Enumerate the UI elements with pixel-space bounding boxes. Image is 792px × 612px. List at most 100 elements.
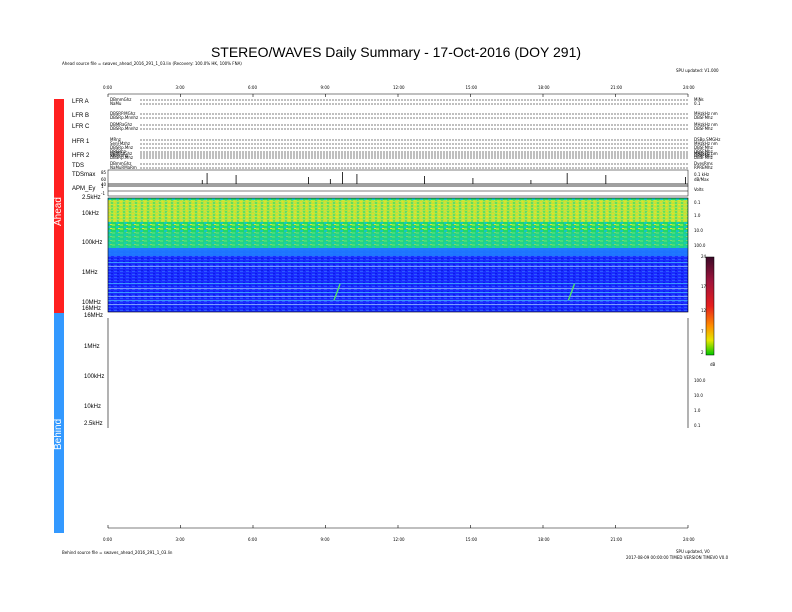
spectral-band-line-4 <box>108 292 688 293</box>
row-0-left-0: DBmmGhz <box>110 97 132 102</box>
row-1-left-0: DBSRP.MGhz <box>110 111 136 116</box>
top-time-tick-5: 15:00 <box>465 85 478 90</box>
bottom-time-tick-4: 12:00 <box>393 537 405 542</box>
type-iii-burst-1 <box>567 283 576 301</box>
bottom-time-tick-8: 24:00 <box>683 537 695 542</box>
behind-right-tick-1: 1.0 <box>694 408 701 413</box>
row-2-right-0: MHzkHz nm <box>694 122 718 127</box>
bottom-time-tick-6: 18:00 <box>538 537 550 542</box>
row-label-4: HFR 2 <box>72 153 90 159</box>
spectral-band-line-3 <box>108 288 688 289</box>
row-1-right-1: DBSFMhz <box>694 115 713 120</box>
top-time-tick-0: 0:00 <box>103 85 112 90</box>
row-label-5: TDS <box>72 163 84 169</box>
row-label-3: HFR 1 <box>72 139 90 145</box>
apm-tick-1: -1 <box>101 191 105 196</box>
spectral-band-line-6 <box>108 300 688 301</box>
row-5-left-0: DBmmGhz <box>110 161 132 166</box>
row-4-right-1: DBSFMhz <box>694 155 713 160</box>
tdsmax-tick-2: 40 <box>101 182 107 187</box>
ahead-source-file: Ahead source file = swaves_ahead_2016_29… <box>62 61 242 66</box>
row-5-right-1: RPREMhz <box>694 165 713 170</box>
tdsmax-tick-1: 60 <box>101 177 107 182</box>
behind-right-tick-2: 10.0 <box>694 393 703 398</box>
row-0-right-1: 0.1 <box>694 101 701 106</box>
row-3-left-4: SRmmhz <box>110 153 128 158</box>
behind-freq-tick-1: 1MHz <box>84 344 100 350</box>
apm-label: APM_Ey <box>72 186 96 192</box>
freq-tick-2: 100kHz <box>82 240 103 246</box>
top-time-tick-3: 9:00 <box>320 85 330 90</box>
row-0-left-1: NaMu <box>110 101 122 106</box>
row-5-right-0: DvesRms <box>694 161 713 166</box>
tdsmax-tick-0: 85 <box>101 170 107 175</box>
tdsmax-right-0: 0.1 kHz <box>694 172 710 177</box>
bottom-time-tick-0: 0:00 <box>103 537 112 542</box>
freq-tick-1: 10kHz <box>82 211 100 217</box>
spectral-band-line-7 <box>108 304 688 305</box>
row-4-left-0: DBMRaGhz <box>110 151 133 156</box>
top-time-tick-1: 3:00 <box>175 85 185 90</box>
freq-tick-4: 10MHz <box>82 300 102 306</box>
row-3-right-3: DBSFMhz <box>694 149 713 154</box>
bottom-time-tick-7: 21:00 <box>610 537 623 542</box>
top-time-tick-4: 12:00 <box>393 85 405 90</box>
type-iii-burst-0 <box>333 283 341 301</box>
right-tick-2: 10.0 <box>694 228 703 233</box>
row-label-0: LFR A <box>72 99 89 105</box>
apm-tick-0: 1 <box>101 184 104 189</box>
behind-source-file: Behind source file = swaves_ahead_2016_2… <box>62 550 173 555</box>
row-3-right-1: MHzkHz nm <box>694 141 718 146</box>
behind-freq-tick-2: 100kHz <box>84 374 105 380</box>
spectral-band-line-5 <box>108 296 688 297</box>
tdsmax-label: TDSmax <box>72 172 96 178</box>
behind-freq-tick-0: 16MHz <box>84 313 104 319</box>
behind-right-tick-0: 0.1 <box>694 423 701 428</box>
row-3-left-0: MRnz <box>110 137 121 142</box>
ahead-bar <box>54 99 64 313</box>
bottom-time-tick-3: 9:00 <box>320 537 330 542</box>
bottom-time-tick-2: 6:00 <box>248 537 257 542</box>
apm-right: Volts <box>694 187 704 192</box>
behind-freq-tick-3: 10kHz <box>84 404 102 410</box>
row-3-left-2: DBSRp.Mnz <box>110 145 133 150</box>
freq-tick-5: 16MHz <box>82 306 102 312</box>
bottom-time-tick-5: 15:00 <box>465 537 478 542</box>
row-2-right-1: DBSFMhz <box>694 126 713 131</box>
top-time-tick-8: 24:00 <box>683 85 695 90</box>
freq-tick-3: 1MHz <box>82 270 98 276</box>
tdsmax-right-1: dB/Max <box>694 177 709 182</box>
row-3-left-3: DBSRhz <box>110 149 126 154</box>
row-3-right-4: DBSFMhz <box>694 153 713 158</box>
bottom-right-note-2: 2017-08-09 00:00:00 TIMED VERSION TIMEV0… <box>626 555 729 560</box>
spectral-band-line-0 <box>108 262 688 263</box>
colorbar-unit: dB <box>710 362 716 367</box>
bottom-time-tick-1: 3:00 <box>175 537 185 542</box>
spectral-band-line-1 <box>108 266 688 267</box>
behind-right-tick-3: 100.0 <box>694 378 706 383</box>
row-0-right-0: MiNs <box>694 97 704 102</box>
row-3-right-2: DBSFMhz <box>694 145 713 150</box>
bottom-right-note-1: SPU updated, V0 <box>676 549 710 554</box>
top-right-note: SPU updated: V1.000 <box>676 68 719 73</box>
top-time-tick-6: 18:00 <box>538 85 550 90</box>
right-tick-0: 0.1 <box>694 200 701 205</box>
colorbar-tick-1: 17 <box>701 284 707 289</box>
row-2-left-0: DBMRaGhz <box>110 122 133 127</box>
behind-bar <box>54 313 64 533</box>
freq-tick-0: 2.5kHz <box>82 195 101 201</box>
colorbar-tick-3: 7 <box>701 329 704 334</box>
row-1-left-1: DBSRp.Mnnhz <box>110 115 139 120</box>
spectral-band-line-2 <box>108 283 688 284</box>
colorbar <box>705 256 715 356</box>
row-5-left-1: NaMuRMaRm <box>110 165 137 170</box>
behind-freq-tick-4: 2.5kHz <box>84 421 103 427</box>
colorbar-tick-2: 12 <box>701 308 707 313</box>
row-3-left-1: SenFMzhz <box>110 141 131 146</box>
row-3-right-0: DSBp.SMGHz <box>694 137 721 142</box>
row-2-left-1: DBSRp.Mnnhz <box>110 126 139 131</box>
right-tick-3: 100.0 <box>694 243 706 248</box>
top-time-tick-2: 6:00 <box>248 85 257 90</box>
row-1-right-0: MHzkHz nm <box>694 111 718 116</box>
